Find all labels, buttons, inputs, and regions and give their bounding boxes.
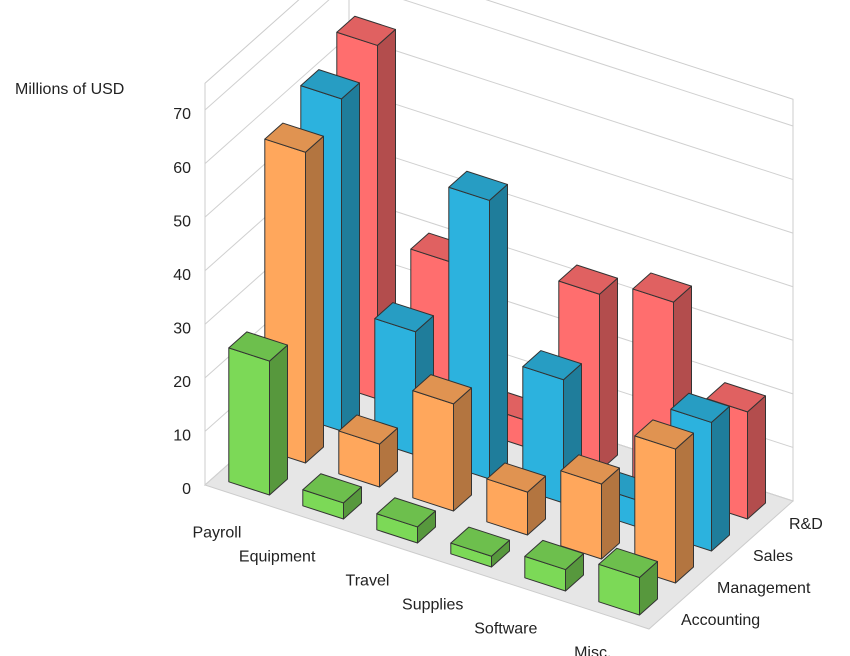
grid-line (348, 88, 794, 234)
bar-top (486, 462, 546, 493)
x-tick-label: Software (474, 621, 537, 638)
y-tick-label: 70 (173, 106, 191, 123)
y-tick-label: 60 (173, 160, 191, 177)
legend-label: R&D (789, 516, 823, 533)
bar-top (412, 374, 472, 405)
grid-line (204, 35, 350, 164)
bar-top (376, 497, 436, 528)
bar-top (228, 331, 288, 362)
grid-line (348, 195, 794, 341)
bar-top (632, 272, 692, 303)
bar-side (453, 387, 472, 512)
bar-front (560, 470, 602, 560)
bar-top (634, 419, 694, 450)
y-tick-label: 10 (173, 428, 191, 445)
bar-top (302, 473, 362, 504)
y-tick-label: 20 (173, 374, 191, 391)
grid-line (348, 35, 794, 181)
bar-top (338, 414, 398, 445)
bar-top (264, 122, 324, 153)
x-tick-label: Travel (346, 573, 390, 590)
y-tick-label: 30 (173, 321, 191, 338)
bar-front (228, 347, 270, 496)
bar-side (711, 405, 730, 552)
bar-top (374, 302, 434, 333)
legend-label: Accounting (681, 612, 760, 629)
x-tick-label: Equipment (239, 549, 316, 566)
bar-top (558, 264, 618, 295)
x-tick-label: Supplies (402, 597, 463, 614)
bar-side (305, 135, 324, 464)
x-tick-label: Payroll (192, 525, 241, 542)
bar-top (706, 382, 766, 413)
bar-top (524, 539, 584, 571)
bar-top (598, 547, 658, 578)
legend-label: Management (717, 580, 811, 597)
bar-side (675, 432, 694, 584)
bar-side (341, 82, 360, 432)
bar-side (269, 344, 288, 496)
bar-side (599, 277, 618, 472)
bar-top (300, 69, 360, 100)
legend-label: Sales (753, 548, 793, 565)
bar-side (489, 183, 508, 480)
bar-top (560, 454, 620, 485)
grid-line (204, 0, 330, 111)
y-tick-label: 0 (182, 481, 191, 498)
grid-line (402, 0, 794, 127)
bar-top (450, 526, 510, 557)
bar-top (522, 350, 582, 381)
grid-line (348, 142, 794, 288)
y-tick-label: 50 (173, 213, 191, 230)
bar-top (670, 392, 730, 423)
bar-side (747, 395, 766, 520)
bar-top (448, 170, 508, 201)
bar-front (412, 390, 454, 512)
y-axis-label: Millions of USD (15, 81, 124, 98)
x-tick-label: Misc. (574, 645, 611, 656)
bar-top (336, 15, 396, 46)
y-tick-label: 40 (173, 267, 191, 284)
